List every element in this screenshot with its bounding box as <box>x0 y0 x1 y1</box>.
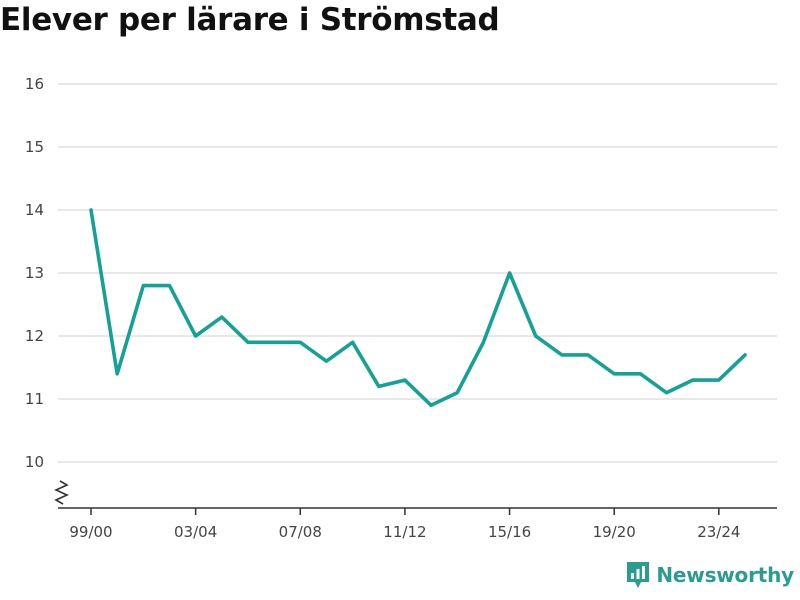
y-tick-label: 16 <box>25 75 44 93</box>
y-tick-label: 14 <box>25 201 44 219</box>
series-layer <box>89 208 747 408</box>
x-tick-label: 19/20 <box>593 523 636 541</box>
brand-logo: Newsworthy <box>625 560 794 590</box>
x-tick-label: 07/08 <box>279 523 322 541</box>
x-tick-label: 11/12 <box>383 523 426 541</box>
chart-title: Elever per lärare i Strömstad <box>0 2 500 38</box>
y-tick-label: 13 <box>25 264 44 282</box>
series-line-0 <box>89 208 747 408</box>
x-tick-label: 03/04 <box>174 523 217 541</box>
x-tick-label: 23/24 <box>697 523 740 541</box>
y-tick-label: 15 <box>25 138 44 156</box>
brand-name: Newsworthy <box>656 563 794 587</box>
y-axis-break-mark <box>54 480 69 505</box>
newsworthy-logo-icon <box>627 562 650 588</box>
y-tick-label: 10 <box>25 453 44 471</box>
grid-lines <box>58 83 777 463</box>
x-tick-label: 99/00 <box>69 523 112 541</box>
axes <box>54 480 777 515</box>
x-tick-label: 15/16 <box>488 523 531 541</box>
tick-labels: 10 11 12 13 14 15 16 99/00 03/04 07/08 11/12 15/16 1… <box>25 75 741 541</box>
y-tick-label: 12 <box>25 327 44 345</box>
y-tick-label: 11 <box>25 390 44 408</box>
